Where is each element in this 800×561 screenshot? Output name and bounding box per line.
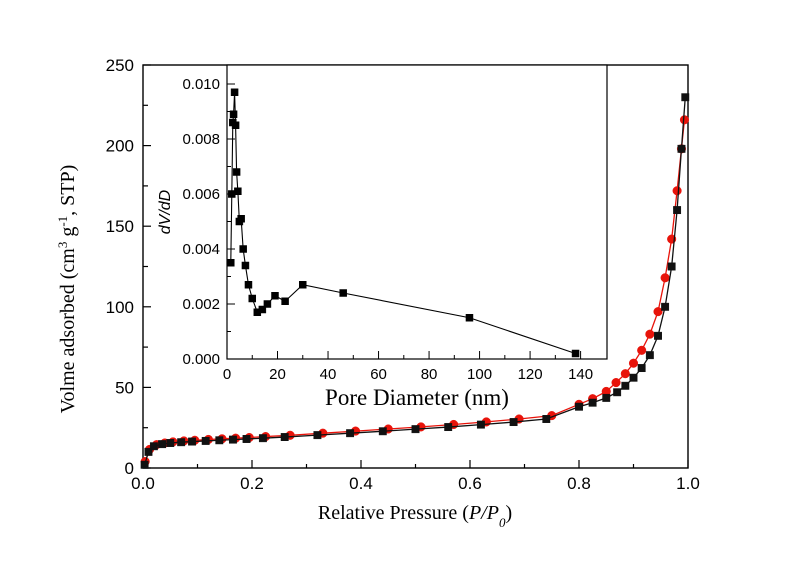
svg-text:0.4: 0.4	[349, 474, 373, 493]
svg-text:80: 80	[421, 366, 438, 383]
svg-text:0.004: 0.004	[182, 241, 220, 258]
svg-text:60: 60	[370, 366, 387, 383]
svg-text:0.000: 0.000	[182, 351, 220, 368]
svg-text:0.006: 0.006	[182, 186, 220, 203]
svg-text:200: 200	[106, 137, 134, 156]
svg-text:0: 0	[223, 366, 231, 383]
svg-text:Volme adsorbed (cm3 g-1, STP): Volme adsorbed (cm3 g-1, STP)	[55, 165, 80, 414]
svg-text:0.008: 0.008	[182, 131, 220, 148]
svg-text:0.8: 0.8	[567, 474, 591, 493]
svg-text:0.010: 0.010	[182, 76, 220, 93]
svg-text:140: 140	[568, 366, 593, 383]
svg-text:Pore Diameter (nm): Pore Diameter (nm)	[325, 385, 509, 410]
svg-text:40: 40	[320, 366, 337, 383]
svg-text:0.6: 0.6	[458, 474, 482, 493]
svg-text:250: 250	[106, 56, 134, 75]
svg-text:1.0: 1.0	[676, 474, 700, 493]
svg-text:0.2: 0.2	[240, 474, 264, 493]
svg-text:0.002: 0.002	[182, 296, 220, 313]
svg-text:0.0: 0.0	[131, 474, 155, 493]
svg-text:100: 100	[106, 298, 134, 317]
svg-text:120: 120	[518, 366, 543, 383]
svg-text:20: 20	[269, 366, 286, 383]
svg-text:150: 150	[106, 217, 134, 236]
svg-text:dV/dD: dV/dD	[157, 189, 174, 234]
svg-text:100: 100	[467, 366, 492, 383]
svg-text:50: 50	[115, 378, 134, 397]
